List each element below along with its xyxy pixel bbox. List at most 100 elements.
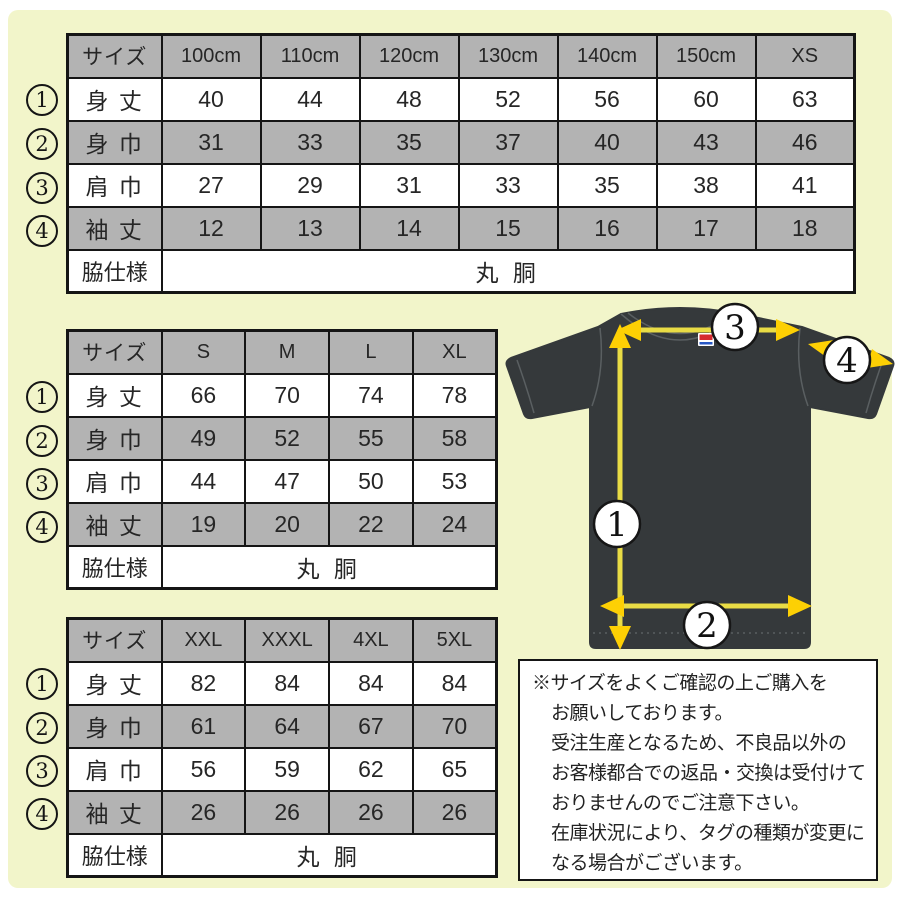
value-cell: 64	[244, 703, 330, 749]
value-cell: 26	[328, 789, 414, 835]
note-line: お願いしております。	[551, 703, 733, 724]
row-marker-body-width: 2	[26, 712, 58, 744]
header-cell: サイズ	[66, 33, 163, 79]
value-cell: 78	[411, 372, 498, 418]
kids-size-table: サイズ 100cm 110cm 120cm 130cm 140cm 150cm …	[66, 33, 856, 294]
left-sleeve-hem-seam	[516, 359, 535, 414]
header-cell: 130cm	[457, 33, 559, 79]
value-cell: 26	[160, 789, 247, 835]
value-cell: 35	[556, 162, 658, 208]
value-cell: 66	[160, 372, 247, 418]
row-marker-sleeve-length: 4	[26, 511, 58, 543]
row-label-cell: 肩 巾	[66, 162, 163, 208]
value-cell: 31	[160, 119, 262, 165]
value-cell: 49	[160, 415, 247, 461]
value-cell: 53	[411, 458, 498, 504]
value-cell: 31	[358, 162, 460, 208]
value-cell: 18	[754, 205, 856, 251]
value-cell: 14	[358, 205, 460, 251]
value-cell: 56	[556, 76, 658, 122]
value-cell: 47	[244, 458, 330, 504]
row-label-cell: 身 丈	[66, 76, 163, 122]
header-cell: 120cm	[358, 33, 460, 79]
header-cell: XS	[754, 33, 856, 79]
row-marker-body-width: 2	[26, 128, 58, 160]
note-line: ※サイズをよくご確認の上ご購入を	[532, 673, 828, 694]
value-cell: 38	[655, 162, 757, 208]
row-marker-shoulder-width: 3	[26, 755, 58, 787]
tshirt-measurement-diagram: 3 4 1 2	[505, 302, 897, 654]
value-cell: 17	[655, 205, 757, 251]
value-cell: 63	[754, 76, 856, 122]
value-cell: 43	[655, 119, 757, 165]
value-cell: 41	[754, 162, 856, 208]
big-size-table: サイズ XXL XXXL 4XL 5XL 身 丈 82 84 84 84 身 巾…	[66, 617, 498, 878]
value-cell: 70	[244, 372, 330, 418]
row-marker-body-width: 2	[26, 425, 58, 457]
value-cell: 48	[358, 76, 460, 122]
tshirt-illustration: 3 4 1 2	[505, 302, 895, 650]
value-cell: 24	[411, 501, 498, 547]
row-label-cell: 袖 丈	[66, 789, 163, 835]
header-cell: 5XL	[411, 617, 498, 663]
header-cell: 100cm	[160, 33, 262, 79]
value-cell: 20	[244, 501, 330, 547]
value-cell: 52	[457, 76, 559, 122]
value-cell: 26	[244, 789, 330, 835]
row-marker-body-length: 1	[26, 84, 58, 116]
row-marker-sleeve-length: 4	[26, 798, 58, 830]
header-cell: 4XL	[328, 617, 414, 663]
value-cell: 丸 胴	[160, 832, 498, 878]
value-cell: 46	[754, 119, 856, 165]
header-cell: 150cm	[655, 33, 757, 79]
value-cell: 33	[457, 162, 559, 208]
value-cell: 44	[160, 458, 247, 504]
value-cell: 74	[328, 372, 414, 418]
diagram-marker-sleeve-length: 4	[822, 335, 872, 385]
row-marker-shoulder-width: 3	[26, 172, 58, 204]
neck-label	[698, 333, 714, 346]
value-cell: 16	[556, 205, 658, 251]
value-cell: 84	[411, 660, 498, 706]
value-cell: 44	[259, 76, 361, 122]
value-cell: 22	[328, 501, 414, 547]
row-label-cell: 身 巾	[66, 119, 163, 165]
value-cell: 67	[328, 703, 414, 749]
note-line: おりませんのでご注意下さい。	[551, 793, 810, 814]
value-cell: 84	[328, 660, 414, 706]
row-label-cell: 身 巾	[66, 415, 163, 461]
header-cell: 140cm	[556, 33, 658, 79]
value-cell: 37	[457, 119, 559, 165]
row-marker-shoulder-width: 3	[26, 468, 58, 500]
row-marker-sleeve-length: 4	[26, 215, 58, 247]
value-cell: 26	[411, 789, 498, 835]
value-cell: 60	[655, 76, 757, 122]
row-label-cell: 脇仕様	[66, 248, 163, 294]
svg-text:4: 4	[836, 341, 858, 381]
value-cell: 55	[328, 415, 414, 461]
value-cell: 65	[411, 746, 498, 792]
header-cell: サイズ	[66, 617, 163, 663]
row-marker-body-length: 1	[26, 668, 58, 700]
header-cell: L	[328, 329, 414, 375]
header-cell: S	[160, 329, 247, 375]
row-label-cell: 袖 丈	[66, 205, 163, 251]
diagram-marker-body-width: 2	[682, 600, 732, 650]
value-cell: 15	[457, 205, 559, 251]
header-cell: M	[244, 329, 330, 375]
header-cell: XXXL	[244, 617, 330, 663]
note-line: 受注生産となるため、不良品以外の	[551, 733, 847, 754]
value-cell: 35	[358, 119, 460, 165]
value-cell: 82	[160, 660, 247, 706]
value-cell: 40	[556, 119, 658, 165]
value-cell: 丸 胴	[160, 544, 498, 590]
body-length-arrow	[609, 324, 631, 650]
note-line: お客様都合での返品・交換は受付けて	[551, 763, 866, 784]
right-armhole-seam	[797, 327, 809, 407]
note-line: なる場合がございます。	[551, 853, 753, 874]
row-label-cell: 身 巾	[66, 703, 163, 749]
header-cell: XL	[411, 329, 498, 375]
value-cell: 58	[411, 415, 498, 461]
note-line: 在庫状況により、タグの種類が変更に	[551, 823, 865, 844]
value-cell: 丸 胴	[160, 248, 856, 294]
